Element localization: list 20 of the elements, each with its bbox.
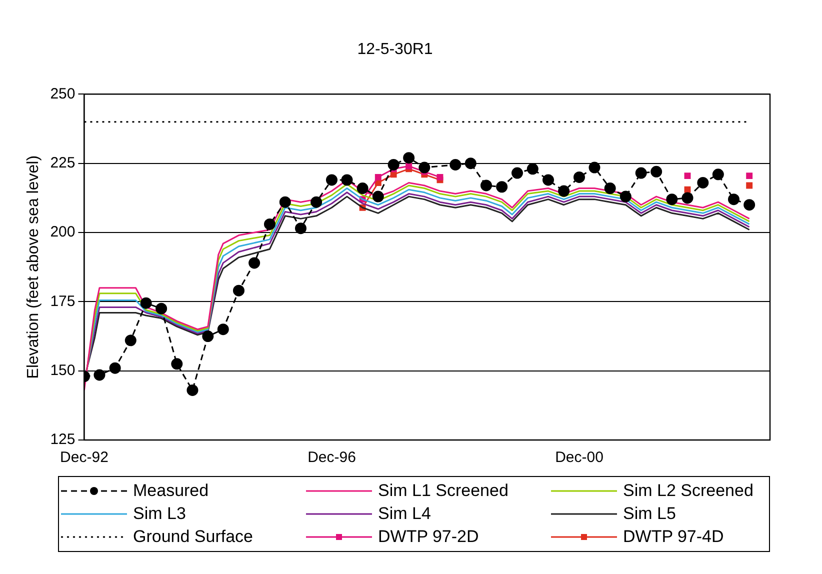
legend-label: Measured: [133, 481, 209, 501]
legend-label: Sim L3: [133, 504, 186, 524]
x-tick-label: Dec-92: [60, 449, 108, 466]
x-tick-label: Dec-00: [555, 449, 604, 466]
legend-label: Sim L4: [378, 504, 431, 524]
legend-label: DWTP 97-2D: [378, 527, 479, 547]
chart-title: 12-5-30R1: [357, 41, 433, 58]
y-tick-label: 200: [50, 224, 76, 241]
legend-label: Ground Surface: [133, 527, 254, 547]
y-tick-label: 175: [50, 292, 76, 310]
y-tick-label: 225: [50, 154, 76, 172]
y-tick-label: 250: [50, 85, 76, 102]
y-tick-label: 150: [50, 362, 76, 379]
y-tick-label: 125: [50, 431, 76, 448]
legend-label: Sim L5: [623, 504, 676, 524]
legend-label: Sim L2 Screened: [623, 481, 754, 501]
legend-label: Sim L1 Screened: [378, 481, 508, 501]
x-tick-label: Dec-96: [308, 449, 356, 466]
legend-label: DWTP 97-4D: [623, 527, 724, 547]
y-axis-title: Elevation (feet above sea level): [25, 155, 42, 379]
